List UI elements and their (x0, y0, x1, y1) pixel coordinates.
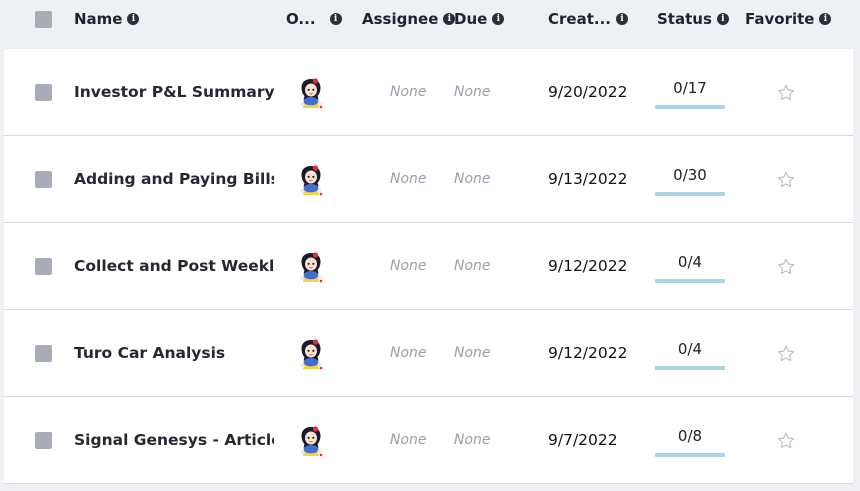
column-header-favorite-label: Favorite (745, 10, 815, 28)
column-header-assignee[interactable]: Assignee i (362, 8, 456, 30)
status-count: 0/4 (677, 340, 703, 358)
table-row[interactable]: Adding and Paying Bills None None 9/13/2… (4, 136, 853, 223)
task-name[interactable]: Adding and Paying Bills (74, 170, 274, 188)
status-count: 0/8 (677, 427, 703, 445)
column-header-due-label: Due (454, 10, 488, 28)
table-header: Name i O... i Assignee i Due i Creat... … (0, 0, 860, 40)
table-row[interactable]: Investor P&L Summary T... None None 9/20… (4, 49, 853, 136)
status-count: 0/17 (673, 79, 707, 97)
info-icon[interactable]: i (443, 13, 456, 25)
row-checkbox[interactable] (35, 345, 52, 362)
due-value[interactable]: None (454, 258, 491, 274)
due-value[interactable]: None (454, 432, 491, 448)
created-date: 9/20/2022 (548, 83, 628, 101)
info-icon[interactable]: i (819, 13, 832, 25)
created-date: 9/7/2022 (548, 431, 618, 449)
column-header-assignee-label: Assignee (362, 10, 439, 28)
task-name[interactable]: Signal Genesys - Article ... (74, 431, 274, 449)
row-checkbox[interactable] (35, 171, 52, 188)
info-icon[interactable]: i (615, 13, 628, 25)
progress-bar (655, 105, 725, 109)
column-header-status-label: Status (657, 10, 712, 28)
star-outline-icon[interactable] (776, 170, 796, 190)
status-progress: 0/4 (655, 251, 725, 283)
task-name[interactable]: Turo Car Analysis (74, 344, 226, 362)
column-header-due[interactable]: Due i (454, 8, 505, 30)
task-name[interactable]: Collect and Post Weekly ... (74, 257, 274, 275)
assignee-value[interactable]: None (390, 84, 427, 100)
column-header-name[interactable]: Name i (74, 8, 140, 30)
info-icon[interactable]: i (492, 13, 505, 25)
row-checkbox[interactable] (35, 258, 52, 275)
column-header-favorite[interactable]: Favorite i (745, 8, 832, 30)
avatar-icon[interactable] (294, 163, 328, 197)
column-header-created-label: Creat... (548, 10, 611, 28)
column-header-owner[interactable]: O... i (286, 8, 342, 30)
created-date: 9/13/2022 (548, 170, 628, 188)
progress-bar (655, 279, 725, 283)
info-icon[interactable]: i (716, 13, 729, 25)
assignee-value[interactable]: None (390, 258, 427, 274)
status-progress: 0/8 (655, 425, 725, 457)
progress-bar (655, 192, 725, 196)
created-date: 9/12/2022 (548, 344, 628, 362)
status-count: 0/4 (677, 253, 703, 271)
status-progress: 0/4 (655, 338, 725, 370)
select-all-checkbox[interactable] (35, 11, 52, 28)
star-outline-icon[interactable] (776, 257, 796, 277)
table-row[interactable]: Collect and Post Weekly ... None None 9/… (4, 223, 853, 310)
row-checkbox[interactable] (35, 432, 52, 449)
status-progress: 0/17 (655, 77, 725, 109)
progress-bar (655, 453, 725, 457)
table-row[interactable]: Turo Car Analysis None None 9/12/2022 0/… (4, 310, 853, 397)
column-header-created[interactable]: Creat... i (548, 8, 628, 30)
status-progress: 0/30 (655, 164, 725, 196)
column-header-name-label: Name (74, 10, 123, 28)
status-count: 0/30 (673, 166, 707, 184)
assignee-value[interactable]: None (390, 432, 427, 448)
due-value[interactable]: None (454, 345, 491, 361)
due-value[interactable]: None (454, 171, 491, 187)
avatar-icon[interactable] (294, 250, 328, 284)
progress-bar (655, 366, 725, 370)
info-icon[interactable]: i (127, 13, 140, 25)
row-checkbox[interactable] (35, 84, 52, 101)
star-outline-icon[interactable] (776, 431, 796, 451)
column-header-owner-label: O... (286, 10, 316, 28)
task-list: Investor P&L Summary T... None None 9/20… (4, 49, 853, 484)
created-date: 9/12/2022 (548, 257, 628, 275)
table-row[interactable]: Signal Genesys - Article ... None None 9… (4, 397, 853, 484)
assignee-value[interactable]: None (390, 345, 427, 361)
info-icon[interactable]: i (329, 13, 342, 25)
column-header-status[interactable]: Status i (657, 8, 729, 30)
task-name[interactable]: Investor P&L Summary T... (74, 83, 274, 101)
avatar-icon[interactable] (294, 76, 328, 110)
star-outline-icon[interactable] (776, 83, 796, 103)
avatar-icon[interactable] (294, 337, 328, 371)
star-outline-icon[interactable] (776, 344, 796, 364)
due-value[interactable]: None (454, 84, 491, 100)
assignee-value[interactable]: None (390, 171, 427, 187)
avatar-icon[interactable] (294, 424, 328, 458)
